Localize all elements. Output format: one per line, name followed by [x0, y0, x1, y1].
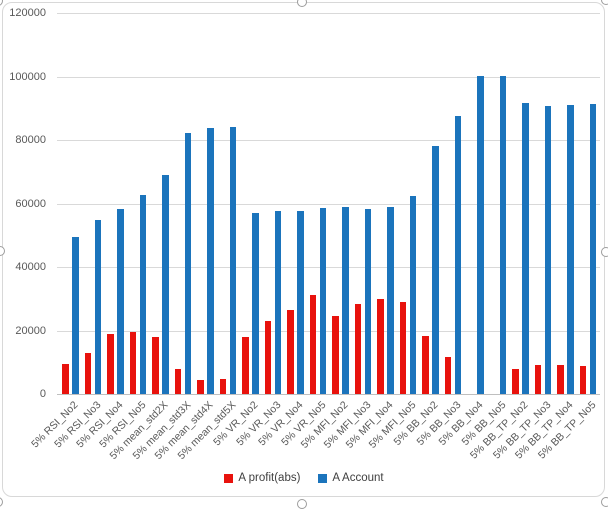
bar-a-account[interactable]	[252, 213, 259, 394]
bar-a-account[interactable]	[94, 220, 101, 394]
bar-a-profit-abs[interactable]	[332, 315, 339, 394]
bar-a-account[interactable]	[499, 75, 506, 394]
y-axis-tick-label: 120000	[9, 7, 46, 19]
bar-a-profit-abs[interactable]	[354, 303, 361, 394]
category-slot	[507, 13, 530, 394]
bar-a-account[interactable]	[454, 115, 461, 394]
bar-a-profit-abs[interactable]	[377, 298, 384, 394]
bar-a-profit-abs[interactable]	[534, 365, 541, 394]
legend-label-profit: A profit(abs)	[238, 472, 301, 484]
category-slot	[80, 13, 103, 394]
category-slot	[282, 13, 305, 394]
bar-a-profit-abs[interactable]	[287, 309, 294, 394]
bar-a-profit-abs[interactable]	[422, 335, 429, 394]
bar-a-account[interactable]	[162, 174, 169, 394]
bar-a-profit-abs[interactable]	[174, 369, 181, 394]
category-slot	[147, 13, 170, 394]
bar-a-profit-abs[interactable]	[579, 366, 586, 394]
category-slot	[395, 13, 418, 394]
bar-a-account[interactable]	[139, 194, 146, 394]
category-slot	[530, 13, 553, 394]
bar-a-account[interactable]	[297, 210, 304, 394]
bar-a-account[interactable]	[72, 236, 79, 394]
bar-a-account[interactable]	[319, 208, 326, 394]
bar-a-profit-abs[interactable]	[62, 363, 69, 394]
bar-a-profit-abs[interactable]	[309, 294, 316, 394]
category-slot	[552, 13, 575, 394]
bar-a-profit-abs[interactable]	[399, 301, 406, 394]
legend-item-profit[interactable]: A profit(abs)	[224, 472, 300, 484]
y-axis-tick-label: 20000	[15, 324, 46, 337]
gridline	[57, 140, 600, 141]
bar-a-account[interactable]	[432, 146, 439, 394]
bar-a-profit-abs[interactable]	[444, 356, 451, 394]
y-axis-tick-label: 40000	[15, 261, 46, 273]
bar-a-profit-abs[interactable]	[84, 353, 91, 394]
category-slot	[327, 13, 350, 394]
y-axis-tick-label: 0	[39, 388, 46, 400]
category-slot	[237, 13, 260, 394]
gridline	[57, 76, 600, 78]
bar-a-profit-abs[interactable]	[557, 365, 564, 394]
bar-a-profit-abs[interactable]	[219, 379, 226, 394]
legend-item-account[interactable]: A Account	[318, 472, 384, 484]
y-axis-tick-label: 60000	[15, 197, 46, 210]
legend-swatch-account	[318, 473, 328, 483]
category-slot	[305, 13, 328, 394]
bar-a-account[interactable]	[207, 127, 214, 394]
selection-handle-top-right[interactable]	[601, 0, 608, 5]
bar-a-account[interactable]	[342, 206, 349, 394]
category-slot	[125, 13, 148, 394]
selection-handle-top-left[interactable]	[0, 0, 3, 6]
category-slot	[192, 13, 215, 394]
bar-a-account[interactable]	[567, 105, 574, 394]
bar-a-account[interactable]	[387, 207, 394, 394]
gridline	[57, 13, 600, 14]
y-axis-tick-label: 80000	[15, 134, 46, 146]
legend-swatch-profit	[224, 473, 234, 483]
bar-a-profit-abs[interactable]	[129, 331, 136, 394]
x-axis-line	[57, 394, 600, 395]
bar-a-account[interactable]	[477, 75, 484, 394]
bar-a-profit-abs[interactable]	[512, 368, 519, 394]
bar-a-account[interactable]	[522, 102, 529, 394]
category-slot	[57, 13, 80, 394]
bar-a-account[interactable]	[184, 133, 191, 394]
legend-label-account: A Account	[332, 472, 384, 484]
bar-a-account[interactable]	[274, 211, 281, 394]
category-slot	[215, 13, 238, 394]
category-slot	[102, 13, 125, 394]
bar-a-account[interactable]	[589, 103, 596, 394]
selection-handle-bottom-center[interactable]	[297, 499, 307, 509]
bar-a-account[interactable]	[117, 209, 124, 394]
category-slot	[372, 13, 395, 394]
category-slot	[462, 13, 485, 394]
category-slot	[575, 13, 598, 394]
legend[interactable]: A profit(abs) A Account	[0, 472, 608, 484]
gridline	[57, 330, 600, 332]
bar-a-profit-abs[interactable]	[152, 337, 159, 394]
category-slot	[260, 13, 283, 394]
category-slot	[350, 13, 373, 394]
category-slot	[485, 13, 508, 394]
gridline	[57, 203, 600, 205]
category-slot	[417, 13, 440, 394]
category-slot	[440, 13, 463, 394]
gridline	[57, 267, 600, 268]
bar-a-account[interactable]	[364, 208, 371, 394]
selection-handle-top-center[interactable]	[297, 0, 307, 7]
bar-a-profit-abs[interactable]	[197, 380, 204, 394]
bar-a-account[interactable]	[409, 195, 416, 394]
bar-a-profit-abs[interactable]	[242, 336, 249, 394]
bar-a-profit-abs[interactable]	[107, 334, 114, 394]
bar-a-account[interactable]	[544, 106, 551, 394]
bar-a-account[interactable]	[229, 126, 236, 394]
selection-handle-middle-right[interactable]	[601, 247, 608, 257]
category-slot	[170, 13, 193, 394]
bar-a-profit-abs[interactable]	[264, 321, 271, 394]
y-axis-tick-label: 100000	[9, 70, 46, 83]
